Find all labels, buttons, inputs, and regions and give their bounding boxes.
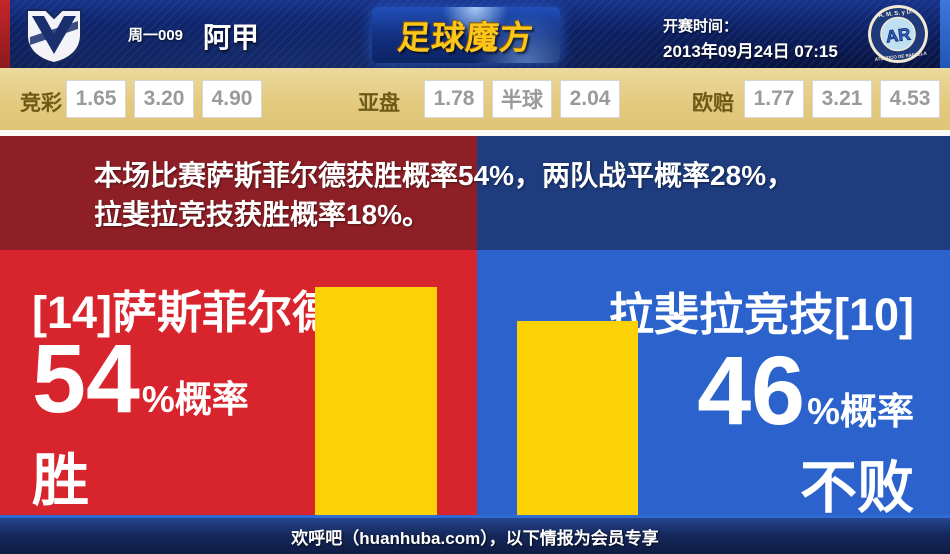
kickoff-time-value: 2013年09月24日 07:15 [663, 42, 838, 61]
header-left-red-strip [0, 0, 10, 68]
header: 周一009 阿甲 足球魔方 开赛时间： 2013年09月24日 07:15 AR… [0, 0, 950, 68]
away-probability-suffix: %概率 [807, 391, 914, 432]
oupei-home-odds: 1.77 [744, 80, 804, 118]
footer: 欢呼吧（huanhuba.com），以下情报为会员专享 [0, 515, 950, 554]
home-probability-suffix: %概率 [141, 379, 249, 420]
jingcai-draw-odds: 3.20 [134, 80, 194, 118]
yapan-label: 亚盘 [358, 92, 400, 115]
brand-logo[interactable]: 足球魔方 [372, 7, 560, 63]
home-probability-value: 54 [32, 324, 140, 433]
banner-red-background [0, 136, 477, 250]
away-probability-bar [517, 321, 638, 515]
home-probability-bar [315, 287, 437, 515]
prediction-summary-line1: 本场比赛萨斯菲尔德获胜概率54%，两队战平概率28%， [94, 160, 795, 191]
oupei-draw-odds: 3.21 [812, 80, 872, 118]
away-probability: 46 %概率 [697, 342, 914, 439]
home-team-name: [14]萨斯菲尔德 [32, 287, 338, 338]
yapan-home-odds: 1.78 [424, 80, 484, 118]
away-outcome-label: 不败 [800, 456, 914, 520]
away-crest-top-text: A. M. S. y D. [878, 9, 913, 19]
jingcai-away-odds: 4.90 [202, 80, 262, 118]
odds-row: 竞彩 1.65 3.20 4.90 亚盘 1.78 半球 2.04 欧赔 1.7… [0, 68, 950, 130]
prediction-banner: 本场比赛萨斯菲尔德获胜概率54%，两队战平概率28%， 拉斐拉竞技获胜概率18%… [0, 136, 950, 250]
yapan-handicap: 半球 [492, 80, 552, 118]
league-name: 阿甲 [203, 22, 260, 53]
kickoff-time-label: 开赛时间： [663, 18, 739, 35]
away-probability-value: 46 [697, 336, 806, 445]
oupei-label: 欧赔 [692, 92, 734, 115]
prediction-summary: 本场比赛萨斯菲尔德获胜概率54%，两队战平概率28%， 拉斐拉竞技获胜概率18%… [94, 156, 914, 234]
home-outcome-label: 胜 [32, 449, 89, 513]
brand-logo-text: 足球魔方 [396, 19, 536, 56]
jingcai-label: 竞彩 [20, 92, 62, 115]
separator-line [0, 130, 950, 136]
away-crest-bottom-text: ATLETICO DE RAFAELA [875, 51, 928, 62]
home-team-crest-icon [26, 9, 82, 65]
jingcai-home-odds: 1.65 [66, 80, 126, 118]
home-probability: 54 %概率 [32, 330, 249, 427]
probability-panels: [14]萨斯菲尔德 54 %概率 胜 拉斐拉竞技[10] 46 %概率 不败 [0, 250, 950, 520]
banner-blue-background [477, 136, 950, 250]
header-right-blue-strip [940, 0, 950, 68]
footer-text: 欢呼吧（huanhuba.com），以下情报为会员专享 [291, 528, 659, 548]
match-code: 周一009 [128, 27, 184, 44]
away-team-name: 拉斐拉竞技[10] [608, 289, 914, 340]
prediction-summary-line2: 拉斐拉竞技获胜概率18%。 [94, 199, 431, 230]
away-crest-monogram: AR [885, 25, 912, 47]
oupei-away-odds: 4.53 [880, 80, 940, 118]
away-team-crest-icon: AR A. M. S. y D. ATLETICO DE RAFAELA [868, 4, 928, 64]
yapan-away-odds: 2.04 [560, 80, 620, 118]
